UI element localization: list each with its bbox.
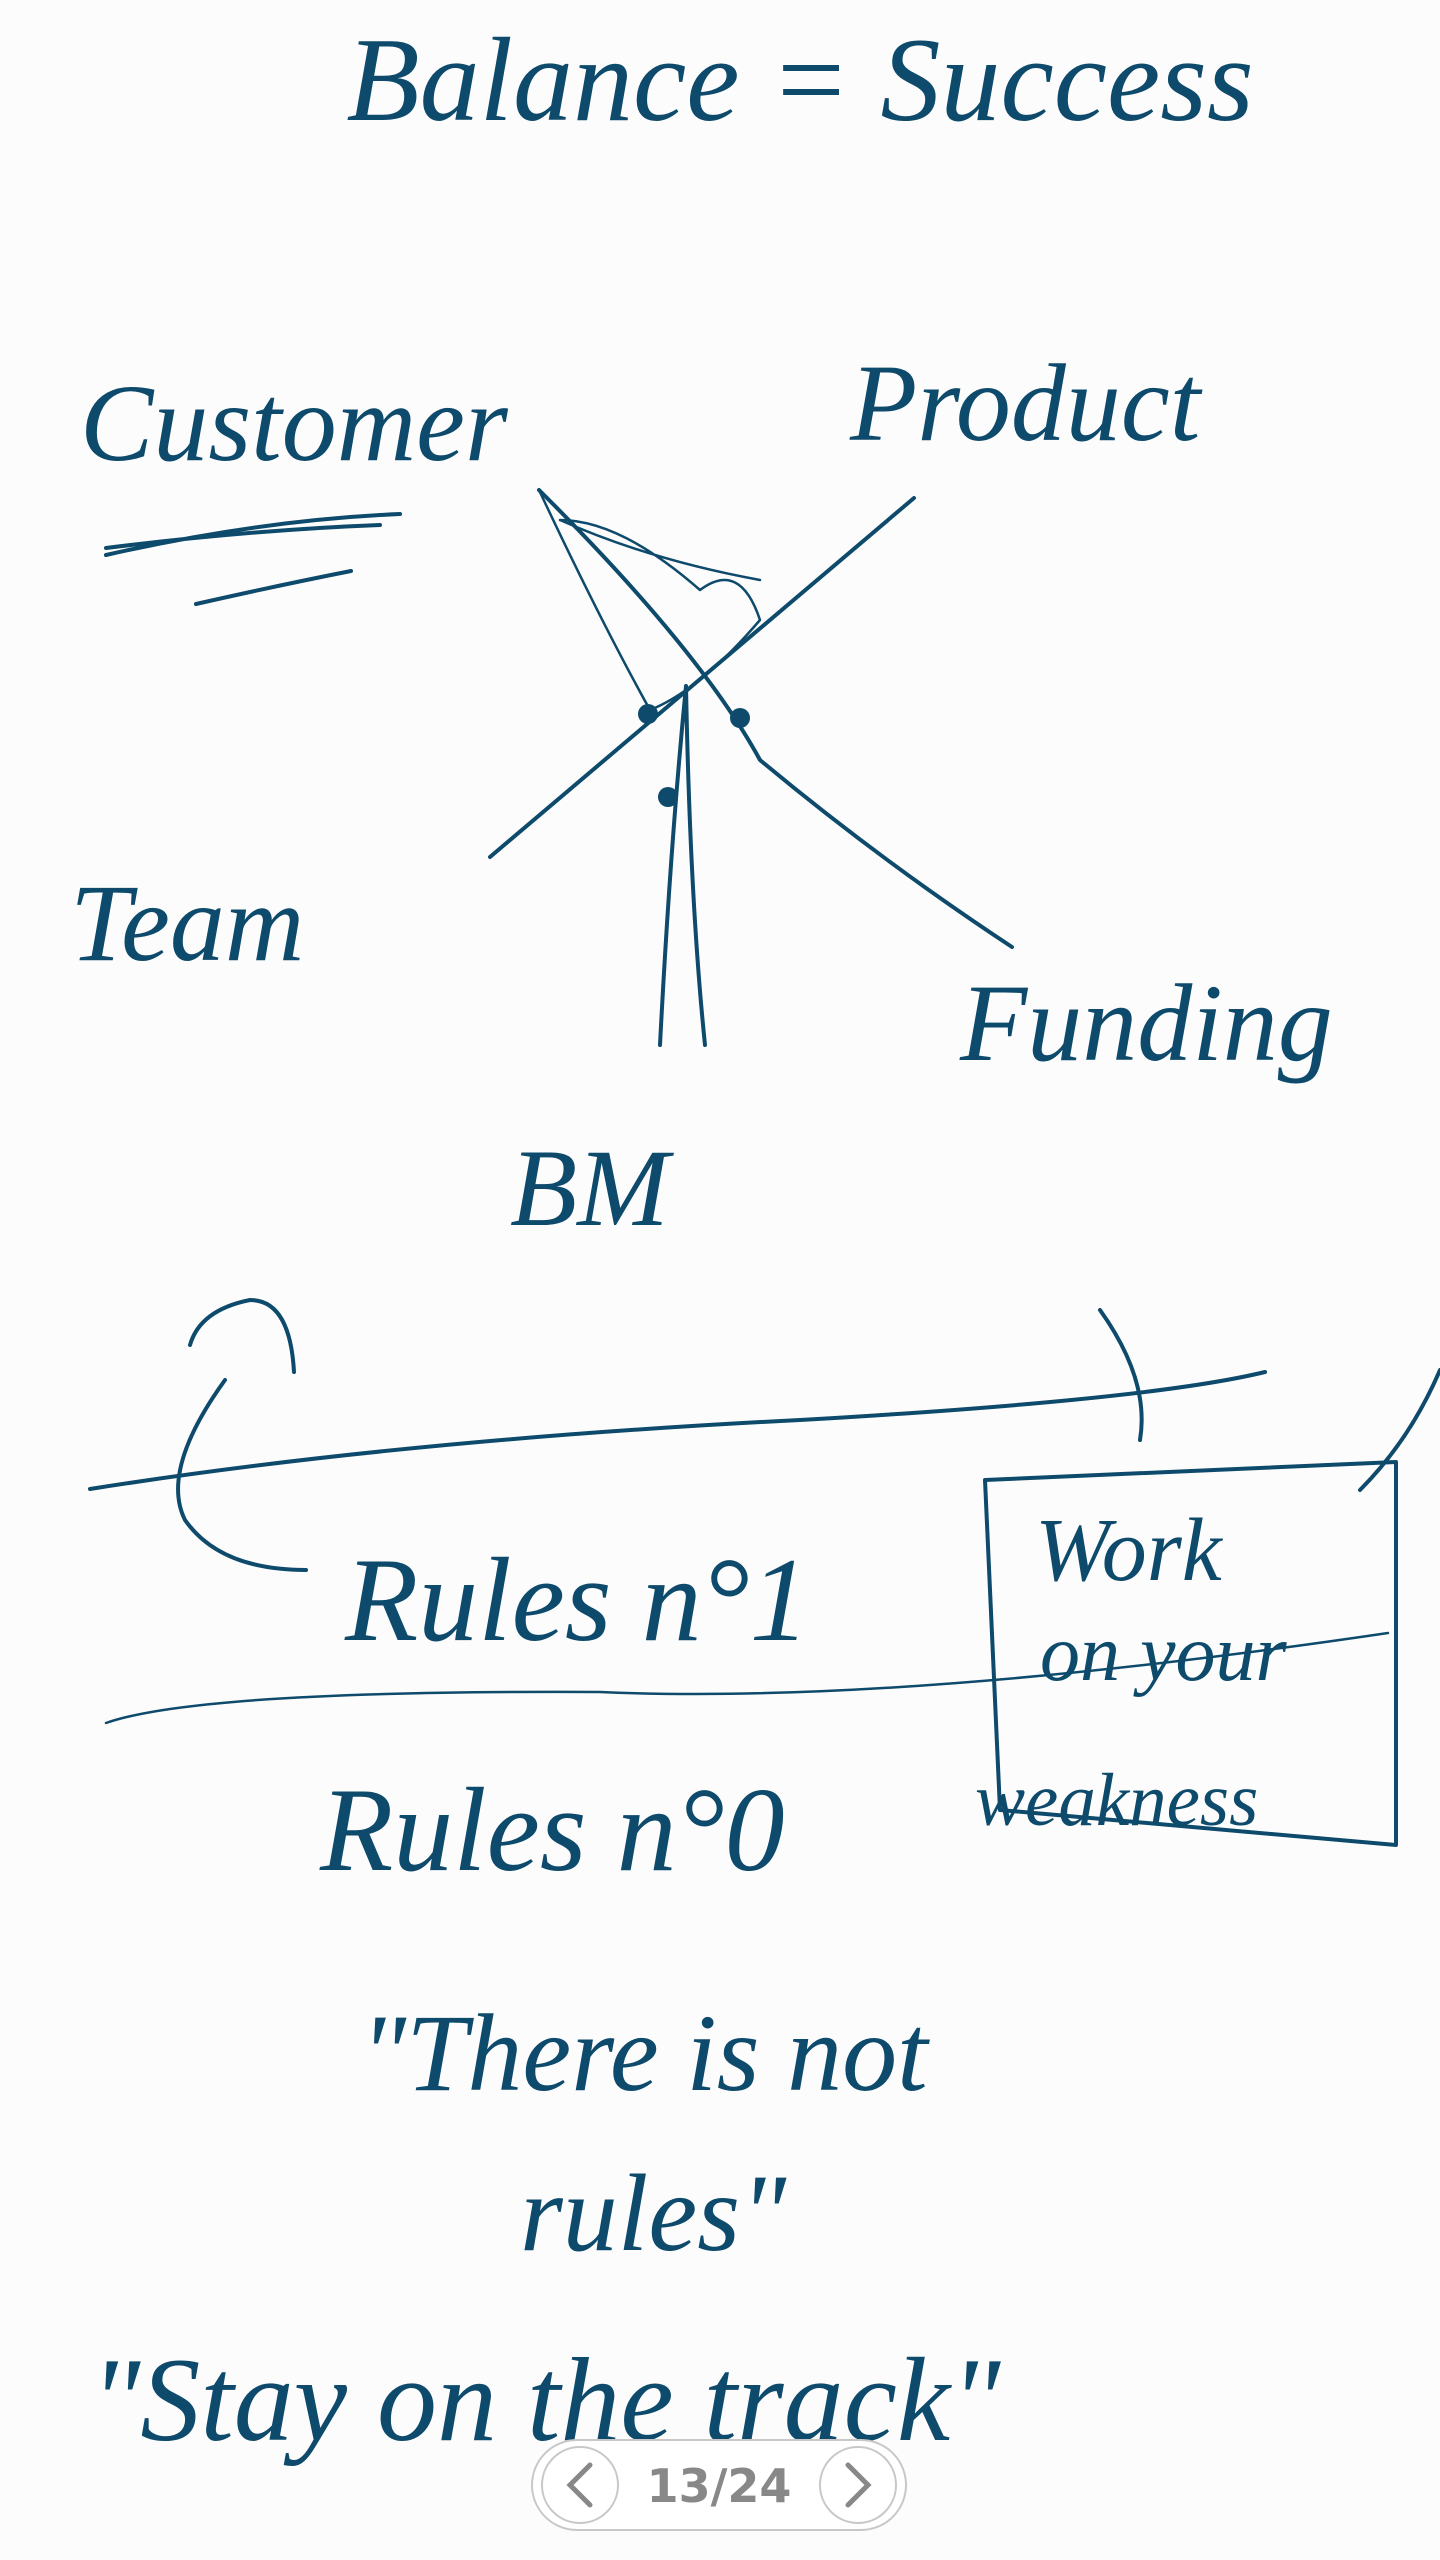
scribble bbox=[1098, 1308, 1440, 1492]
node-label: Product bbox=[849, 342, 1203, 464]
connector bbox=[658, 684, 707, 1047]
node-label: Team bbox=[70, 862, 304, 984]
next-icon[interactable] bbox=[845, 2462, 872, 2508]
page-counter: 13/24 bbox=[647, 2459, 792, 2513]
highlight-box bbox=[983, 1460, 1398, 1847]
next-button-circle[interactable] bbox=[819, 2446, 897, 2524]
box-text: on your bbox=[1040, 1610, 1288, 1698]
box-text: weakness bbox=[975, 1759, 1258, 1842]
node-dot bbox=[730, 708, 750, 728]
quote-text: "There is not bbox=[360, 1992, 930, 2114]
node-label: Funding bbox=[959, 962, 1333, 1084]
quote-text: rules" bbox=[520, 2152, 787, 2274]
node-dot bbox=[658, 787, 678, 807]
rule-text: Rules n°0 bbox=[319, 1763, 785, 1896]
pager: 13/24 bbox=[531, 2439, 907, 2531]
next-button[interactable] bbox=[819, 2446, 897, 2524]
node-label: Customer bbox=[80, 362, 509, 484]
node-dot bbox=[638, 704, 658, 724]
prev-button[interactable] bbox=[541, 2446, 619, 2524]
divider bbox=[88, 1370, 1267, 1491]
scribble bbox=[537, 488, 762, 712]
node-label: BM bbox=[510, 1127, 674, 1249]
rules-section bbox=[88, 1298, 1440, 1847]
prev-button-circle[interactable] bbox=[541, 2446, 619, 2524]
pager-pill bbox=[531, 2439, 907, 2531]
box-text: Work bbox=[1035, 1501, 1224, 1600]
underline bbox=[104, 512, 402, 606]
rule-text: Rules n°1 bbox=[344, 1533, 810, 1666]
arrow bbox=[176, 1298, 308, 1572]
divider bbox=[104, 1631, 1390, 1725]
prev-icon[interactable] bbox=[566, 2462, 593, 2508]
connector bbox=[537, 488, 1014, 949]
title: Balance = Success bbox=[346, 13, 1253, 146]
star-diagram bbox=[104, 488, 1014, 1047]
